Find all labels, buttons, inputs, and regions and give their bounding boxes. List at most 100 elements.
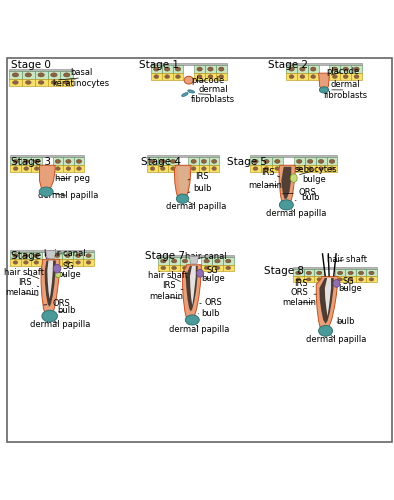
Text: placode: placode xyxy=(326,66,359,76)
Ellipse shape xyxy=(319,326,333,336)
Bar xyxy=(10,158,21,166)
Ellipse shape xyxy=(164,67,170,71)
Text: Stage 7: Stage 7 xyxy=(145,251,185,261)
Bar xyxy=(340,65,351,73)
Text: IRS: IRS xyxy=(188,172,209,180)
Ellipse shape xyxy=(182,266,188,270)
Text: bulb: bulb xyxy=(188,184,211,193)
Ellipse shape xyxy=(289,67,294,71)
Bar xyxy=(22,79,35,86)
Bar xyxy=(335,270,346,276)
Bar xyxy=(74,158,84,166)
Text: bulb: bulb xyxy=(198,309,220,318)
Ellipse shape xyxy=(338,271,343,274)
Ellipse shape xyxy=(39,187,53,196)
Ellipse shape xyxy=(171,259,177,263)
Ellipse shape xyxy=(76,160,82,164)
Bar xyxy=(31,260,41,266)
Ellipse shape xyxy=(13,80,19,84)
Bar xyxy=(216,65,227,73)
Ellipse shape xyxy=(307,160,313,164)
Text: placode: placode xyxy=(191,76,224,86)
Bar xyxy=(366,270,377,276)
Bar xyxy=(60,79,73,86)
Text: hair canal: hair canal xyxy=(44,250,85,258)
Ellipse shape xyxy=(154,74,159,78)
Ellipse shape xyxy=(197,67,203,71)
Ellipse shape xyxy=(13,160,18,164)
Bar xyxy=(366,276,377,282)
Bar xyxy=(305,166,316,172)
Bar xyxy=(297,65,308,73)
Text: SG: SG xyxy=(336,278,354,286)
Ellipse shape xyxy=(55,260,59,264)
Bar xyxy=(199,166,209,172)
Ellipse shape xyxy=(219,67,224,71)
Ellipse shape xyxy=(24,260,28,264)
Ellipse shape xyxy=(25,80,31,84)
Bar xyxy=(52,166,63,172)
Bar xyxy=(297,73,308,80)
Ellipse shape xyxy=(201,160,206,164)
Ellipse shape xyxy=(160,160,165,164)
Bar xyxy=(32,166,42,172)
Ellipse shape xyxy=(24,167,29,170)
Bar xyxy=(63,158,74,166)
Ellipse shape xyxy=(175,74,180,78)
Bar xyxy=(293,276,304,282)
Ellipse shape xyxy=(300,67,305,71)
Ellipse shape xyxy=(55,160,61,164)
Ellipse shape xyxy=(171,167,175,170)
Bar xyxy=(223,265,234,271)
Ellipse shape xyxy=(297,167,302,170)
Ellipse shape xyxy=(369,271,374,274)
Ellipse shape xyxy=(253,160,258,164)
Text: melanin: melanin xyxy=(282,298,316,306)
Bar xyxy=(308,73,319,80)
Ellipse shape xyxy=(333,74,337,78)
Ellipse shape xyxy=(53,264,61,273)
Bar xyxy=(223,258,234,265)
Ellipse shape xyxy=(215,266,220,270)
Text: ORS: ORS xyxy=(43,299,70,308)
Ellipse shape xyxy=(215,259,220,263)
Bar xyxy=(158,256,234,258)
Text: ORS: ORS xyxy=(291,288,316,298)
Ellipse shape xyxy=(311,74,316,78)
Bar xyxy=(216,73,227,80)
Bar xyxy=(286,73,297,80)
Text: hair canal: hair canal xyxy=(185,252,227,262)
Text: hair shaft: hair shaft xyxy=(4,268,44,278)
Bar xyxy=(261,158,272,166)
Bar xyxy=(9,71,22,79)
Ellipse shape xyxy=(225,259,231,263)
Ellipse shape xyxy=(56,167,60,170)
Polygon shape xyxy=(320,278,334,324)
Ellipse shape xyxy=(202,167,206,170)
Bar xyxy=(151,62,227,65)
Text: hair shaft: hair shaft xyxy=(327,255,366,264)
Bar xyxy=(294,158,305,166)
Ellipse shape xyxy=(182,259,188,263)
Bar xyxy=(286,65,297,73)
Bar xyxy=(168,166,178,172)
Ellipse shape xyxy=(13,260,18,264)
Bar xyxy=(20,252,31,260)
Text: IRS: IRS xyxy=(294,279,314,288)
Ellipse shape xyxy=(354,67,359,71)
Text: bulb: bulb xyxy=(336,317,355,326)
Bar xyxy=(158,265,169,271)
Text: ORS: ORS xyxy=(200,298,222,308)
Bar xyxy=(62,260,73,266)
Bar xyxy=(201,265,212,271)
Bar xyxy=(188,158,199,166)
Ellipse shape xyxy=(279,200,294,210)
Ellipse shape xyxy=(86,260,91,264)
Ellipse shape xyxy=(184,76,193,84)
Bar xyxy=(272,158,283,166)
Bar xyxy=(162,65,173,73)
Bar xyxy=(147,158,158,166)
Ellipse shape xyxy=(65,260,70,264)
Ellipse shape xyxy=(12,73,19,77)
Bar xyxy=(169,258,180,265)
